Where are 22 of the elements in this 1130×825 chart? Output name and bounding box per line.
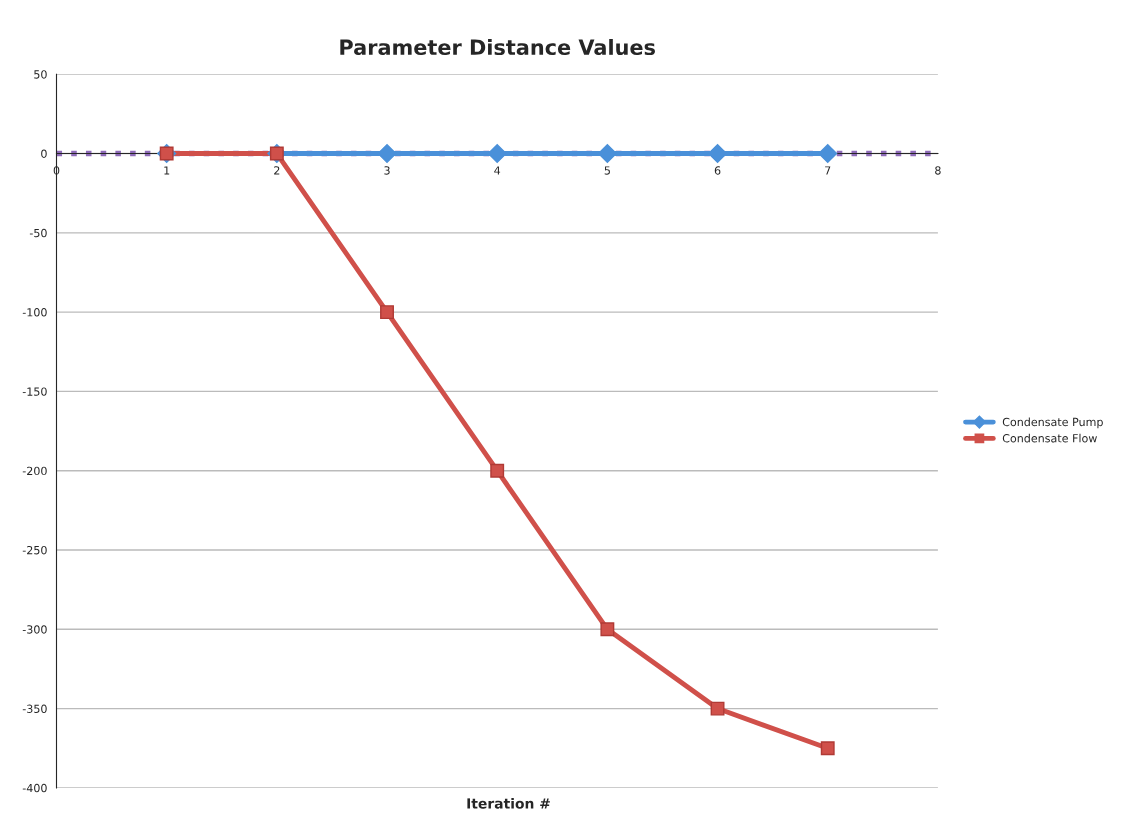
y-tick-label: -150 [22,387,47,396]
x-tick-label: 3 [384,166,390,175]
legend-label: Condensate Pump [1002,417,1103,429]
y-tick-label: 50 [34,70,47,79]
x-tick-label: 4 [494,166,501,175]
y-tick-label: -350 [22,704,47,713]
x-tick-label: 7 [825,166,831,175]
legend-label: Condensate Flow [1002,433,1097,443]
x-tick-label: 6 [714,166,721,175]
y-tick-label: -400 [22,783,47,793]
y-tick-label: -100 [22,308,47,317]
x-axis-title: Iteration # [467,797,550,809]
chart-title: Parameter Distance Values [340,38,655,56]
x-tick-label: 1 [164,166,170,175]
y-tick-label: 0 [41,149,47,158]
y-tick-label: -300 [22,625,47,634]
x-tick-label: 8 [935,166,941,175]
y-tick-label: -50 [29,228,47,238]
y-tick-label: -250 [22,545,47,555]
x-tick-label: 2 [274,166,280,175]
y-tick-label: -200 [22,466,47,476]
x-tick-label: 5 [604,166,610,175]
